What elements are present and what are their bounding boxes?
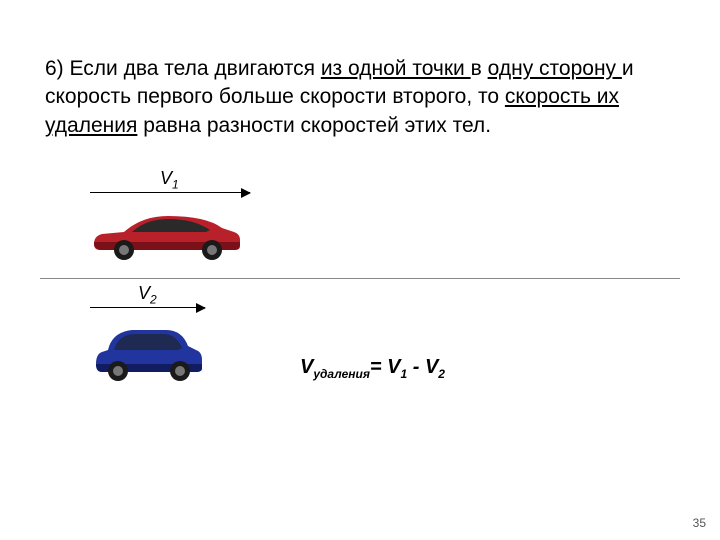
formula-op: - — [407, 356, 425, 378]
page-number: 35 — [693, 516, 706, 530]
v2-arrow — [90, 307, 205, 308]
car-2-svg — [88, 320, 208, 382]
velocity-2-group: V2 — [90, 283, 205, 308]
car-2 — [88, 320, 208, 387]
v2-symbol: V — [138, 283, 150, 303]
v2-label: V2 — [138, 283, 205, 307]
formula-b: V — [425, 356, 438, 378]
track-line — [40, 278, 680, 279]
slide: 6) Если два тела двигаются из одной точк… — [0, 0, 720, 540]
text-mid1: в — [471, 57, 488, 80]
formula-a: V — [387, 356, 400, 378]
text-prefix: 6) Если два тела двигаются — [45, 57, 321, 80]
problem-text: 6) Если два тела двигаются из одной точк… — [45, 55, 675, 140]
formula-eq: = — [370, 356, 387, 378]
formula: Vудаления= V1 - V2 — [300, 356, 445, 381]
v1-sub: 1 — [172, 178, 179, 192]
v1-arrow — [90, 192, 250, 193]
diagram: V1 V2 — [45, 168, 675, 428]
formula-v: V — [300, 356, 313, 378]
v1-label: V1 — [160, 168, 250, 192]
car-1 — [88, 206, 243, 266]
formula-sub-word: удаления — [313, 367, 370, 381]
v1-symbol: V — [160, 168, 172, 188]
velocity-1-group: V1 — [90, 168, 250, 193]
car-1-svg — [88, 206, 243, 261]
text-suffix: равна разности скоростей этих тел. — [137, 114, 491, 137]
text-underline-2: одну сторону — [488, 57, 622, 80]
text-underline-1: из одной точки — [321, 57, 471, 80]
v2-sub: 2 — [150, 293, 157, 307]
formula-b-sub: 2 — [438, 367, 445, 381]
